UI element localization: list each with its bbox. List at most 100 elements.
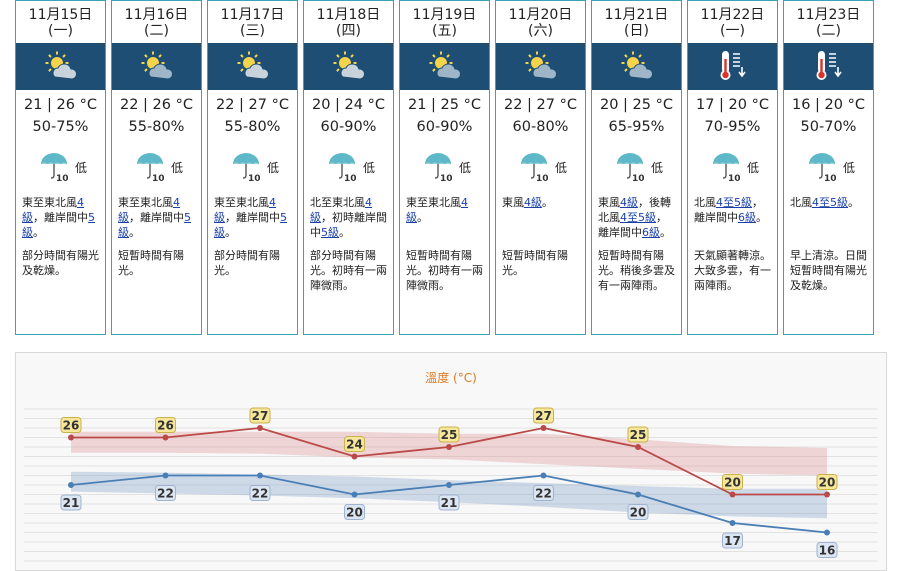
data-label-box	[60, 417, 82, 433]
max-temp-point[interactable]	[162, 434, 169, 441]
temperature-range: 21 | 25 °C	[408, 97, 481, 113]
relative-humidity: 60-80%	[512, 119, 569, 135]
wind-text: 。	[848, 196, 859, 209]
data-label-box	[627, 504, 649, 520]
weather-description: 部分時間有陽光。初時有一兩陣微雨。	[310, 249, 387, 292]
data-label-box	[722, 474, 743, 490]
data-label-box	[249, 407, 271, 424]
wind-force-link[interactable]: 6級	[642, 226, 660, 239]
data-label-box	[344, 436, 365, 452]
max-temp-point[interactable]	[540, 425, 547, 431]
wind-force-link[interactable]: 4級	[118, 196, 180, 224]
forecast-date: 11月21日	[604, 7, 669, 23]
weather-icon-band	[784, 43, 873, 90]
wind-force-link[interactable]: 5級	[214, 211, 287, 239]
forecast-weekday: (六)	[528, 23, 553, 39]
psr-level: 低	[651, 161, 664, 175]
forecast-weekday: (三)	[240, 23, 265, 39]
wind-force-link[interactable]: 4級	[406, 196, 468, 224]
wind-description: 東至東北風4級，離岸間中5級。	[118, 195, 197, 240]
max-temp-point[interactable]	[351, 453, 358, 460]
weather-icon-band	[208, 43, 297, 90]
wind-force-link[interactable]: 5級	[321, 226, 339, 239]
max-temp-label: 25	[630, 428, 647, 442]
wind-force-link[interactable]: 6級	[738, 211, 756, 224]
wind-text: 東至東北風	[406, 196, 461, 209]
forecast-weekday: (五)	[432, 23, 457, 39]
wind-text: 東風	[502, 196, 524, 209]
relative-humidity: 50-75%	[32, 119, 89, 135]
wind-text: 北風	[790, 196, 812, 209]
wind-text: 東至東北風	[214, 196, 269, 209]
data-label-box	[438, 494, 460, 511]
temperature-range: 16 | 20 °C	[792, 97, 865, 113]
min-temp-point[interactable]	[729, 520, 736, 526]
svg-text:10: 10	[440, 174, 453, 183]
wind-force-link[interactable]: 4級	[22, 196, 84, 224]
max-temp-point[interactable]	[824, 491, 830, 498]
max-temp-point[interactable]	[729, 491, 736, 498]
min-temp-point[interactable]	[824, 529, 830, 536]
wind-text: 。	[660, 226, 671, 239]
weather-icon-band	[304, 43, 393, 90]
wind-text: ，初時離岸間中	[310, 211, 387, 239]
max-temp-point[interactable]	[68, 434, 74, 441]
data-label-box	[816, 474, 838, 490]
max-temp-label: 24	[346, 438, 363, 452]
wind-description: 北風4至5級，離岸間中6級。	[694, 195, 773, 225]
wind-force-link[interactable]: 4級	[214, 196, 276, 224]
weather-description: 短暫時間有陽光。稍後多雲及有一兩陣雨。	[598, 249, 675, 292]
min-temp-point[interactable]	[446, 482, 452, 488]
max-temp-label: 26	[63, 419, 80, 433]
forecast-card: 11月23日 (二) 16 | 20 °C 50-70% 10 低北風4至5級。 早上清涼。…	[783, 0, 874, 335]
wind-text: 東風	[598, 196, 620, 209]
wind-text: 。	[339, 226, 350, 239]
min-temp-point[interactable]	[351, 491, 358, 498]
wind-force-link[interactable]: 5級	[22, 211, 95, 239]
weather-description: 部分時間有陽光。	[214, 249, 280, 277]
psr-row: 10 低	[688, 151, 777, 183]
max-temp-point[interactable]	[446, 444, 452, 450]
min-temp-point[interactable]	[68, 482, 74, 488]
psr-level: 低	[75, 161, 88, 175]
weather-icon-band	[16, 43, 105, 90]
wind-description: 東至東北風4級，離岸間中5級。	[22, 195, 101, 240]
psr-row: 10 低	[304, 151, 393, 183]
wind-force-link[interactable]: 4級	[310, 196, 372, 224]
weather-description: 短暫時間有陽光。初時有一兩陣微雨。	[406, 249, 483, 292]
wind-force-link[interactable]: 4至5級	[812, 196, 848, 209]
min-temp-label: 20	[346, 506, 363, 520]
relative-humidity: 55-80%	[224, 119, 281, 135]
svg-text:10: 10	[536, 174, 549, 183]
wind-force-link[interactable]: 5級	[118, 211, 191, 239]
temperature-range: 17 | 20 °C	[696, 97, 769, 113]
wind-text: 。	[33, 226, 44, 239]
min-temp-label: 20	[630, 506, 647, 520]
forecast-weekday: (四)	[336, 23, 361, 39]
temperature-range: 22 | 27 °C	[504, 97, 577, 113]
svg-text:10: 10	[248, 174, 261, 183]
forecast-card: 11月19日 (五) 21 | 25 °C 60-90% 10 低東至東北風4級。 短暫時間…	[399, 0, 490, 335]
min-temp-point[interactable]	[635, 491, 641, 498]
weather-description: 短暫時間有陽光。	[502, 249, 568, 277]
data-label-box	[816, 542, 838, 558]
max-temp-point[interactable]	[257, 425, 263, 431]
relative-humidity: 60-90%	[320, 119, 377, 135]
psr-row: 10 低	[496, 151, 585, 183]
wind-force-link[interactable]: 4級	[620, 196, 638, 209]
wind-force-link[interactable]: 4級	[524, 196, 542, 209]
min-temp-point[interactable]	[162, 472, 169, 479]
wind-force-link[interactable]: 4至5級	[716, 196, 752, 209]
min-temp-point[interactable]	[257, 472, 263, 479]
relative-humidity: 50-70%	[800, 119, 857, 135]
psr-level: 低	[363, 161, 376, 175]
forecast-card: 11月20日 (六) 22 | 27 °C 60-80% 10 低東風4級。 短暫時間有陽光…	[495, 0, 586, 335]
svg-text:10: 10	[56, 174, 69, 183]
max-temp-point[interactable]	[635, 444, 641, 450]
weather-description: 天氣顯著轉涼。大致多雲，有一兩陣雨。	[694, 249, 771, 292]
psr-row: 10 低	[112, 151, 201, 183]
psr-level: 低	[555, 161, 568, 175]
data-label-box	[533, 407, 554, 424]
wind-force-link[interactable]: 4至5級	[620, 211, 656, 224]
min-temp-point[interactable]	[540, 472, 547, 479]
